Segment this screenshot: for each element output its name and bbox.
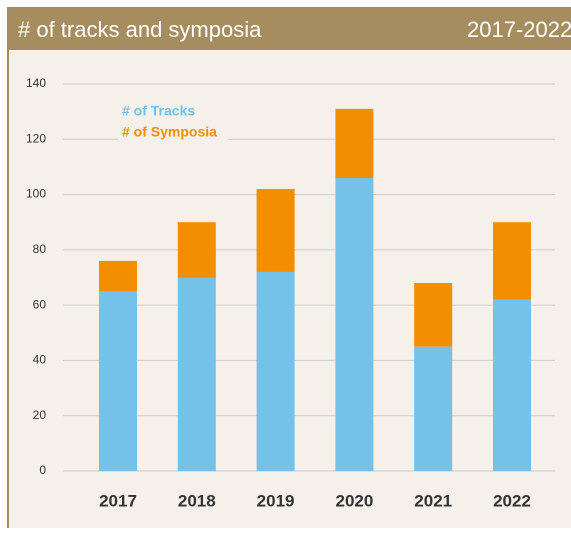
bar-segment (99, 260, 137, 292)
y-tick-label: 20 (33, 408, 47, 422)
header (8, 8, 571, 50)
legend-entry: # of Symposia (122, 124, 217, 140)
bar-segment (177, 222, 216, 278)
y-tick-label: 80 (33, 242, 47, 256)
legend-bg (118, 124, 228, 142)
y-tick-label: 140 (26, 76, 46, 90)
y-tick-label: 120 (26, 131, 46, 145)
bar-segment (256, 189, 295, 272)
x-tick-label: 2019 (257, 491, 295, 510)
x-tick-label: 2017 (99, 491, 137, 510)
y-tick-label: 60 (33, 297, 47, 311)
y-tick-label: 40 (33, 353, 47, 367)
x-tick-label: 2021 (414, 491, 452, 510)
bar-segment (414, 346, 453, 471)
legend-bg (118, 103, 228, 121)
y-tick-label: 100 (26, 187, 46, 201)
bar-segment (493, 299, 531, 471)
bar-segment (99, 291, 137, 471)
bar-segment (335, 177, 374, 471)
legend-entry: # of Tracks (122, 103, 195, 119)
bar-segment (414, 283, 453, 347)
chart-subtitle: 2017-2022 (467, 17, 571, 42)
x-tick-label: 2018 (178, 491, 216, 510)
chart-title: # of tracks and symposia (18, 17, 262, 42)
x-tick-label: 2020 (335, 491, 373, 510)
bar-segment (493, 222, 531, 300)
x-tick-label: 2022 (493, 491, 531, 510)
bar-segment (256, 271, 295, 471)
bar-segment (335, 108, 374, 178)
bar-segment (177, 277, 216, 471)
y-tick-label: 0 (39, 463, 46, 477)
